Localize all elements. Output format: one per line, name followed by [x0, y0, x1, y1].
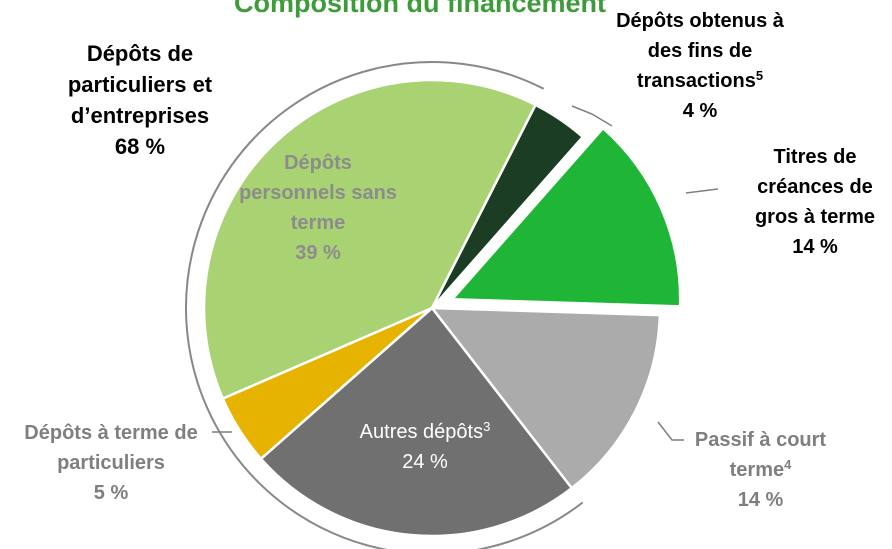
category-name: Dépôts à terme de particuliers [24, 422, 198, 474]
group-label: Dépôts de particuliers et d’entreprises 6… [30, 38, 250, 162]
leader-line [685, 188, 719, 194]
category-name: Autres dépôts [359, 421, 484, 443]
group-name: Dépôts de particuliers et d’entreprises [67, 41, 213, 128]
group-value-label: 68 % [114, 134, 166, 159]
category-name: Dépôts obtenus à des fins de transaction… [616, 10, 784, 92]
value-label: 14 % [737, 489, 784, 511]
value-label: 14 % [792, 236, 838, 258]
category-name: Titres de créances de gros à terme [754, 146, 876, 228]
group-bracket [185, 61, 584, 549]
value-label: 24 % [402, 451, 448, 473]
slice-label: Dépôts personnels sans terme 39 % [238, 148, 398, 268]
chart-title: Composition du financement [233, 0, 606, 18]
footnote-mark: 4 [784, 457, 792, 472]
slice-label: Autres dépôts3 24 % [310, 417, 540, 477]
footnote-mark: 5 [755, 68, 764, 83]
category-name: Dépôts personnels sans terme [239, 152, 397, 234]
pie-slice [202, 78, 538, 401]
pie-slice [449, 126, 682, 308]
slice-label: Dépôts obtenus à des fins de transaction… [610, 6, 790, 126]
value-label: 39 % [295, 242, 341, 264]
slice-label: Titres de créances de gros à terme 14 % [735, 142, 892, 262]
value-label: 5 % [93, 482, 129, 504]
slice-label: Dépôts à terme de particuliers 5 % [0, 418, 222, 508]
leader-line [571, 105, 613, 127]
pie-slice [259, 306, 574, 538]
value-label: 4 % [682, 100, 718, 122]
slice-label: Passif à court terme4 14 % [678, 425, 843, 515]
leader-line [657, 421, 684, 441]
category-name: Passif à court terme [694, 429, 827, 481]
pie-slice [429, 306, 662, 490]
footnote-mark: 3 [483, 419, 491, 434]
